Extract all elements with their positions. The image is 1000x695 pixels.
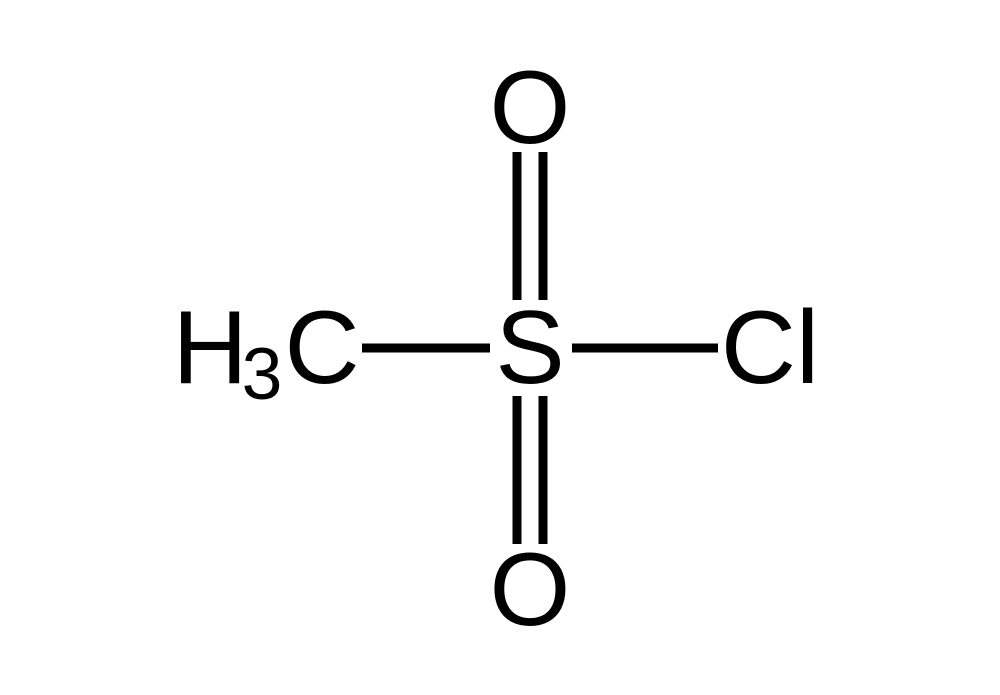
chemical-structure-diagram: S CH3 Cl O O bbox=[0, 0, 1000, 695]
atom-label-C: C bbox=[284, 290, 359, 406]
atom-label-O: O bbox=[490, 50, 571, 166]
atom-subscript: 3 bbox=[242, 333, 283, 415]
atom-label-H: H bbox=[172, 290, 247, 406]
atom-label-S: S bbox=[495, 290, 564, 406]
atom-label-Cl: Cl bbox=[721, 290, 819, 406]
atom-label-O: O bbox=[490, 532, 571, 648]
